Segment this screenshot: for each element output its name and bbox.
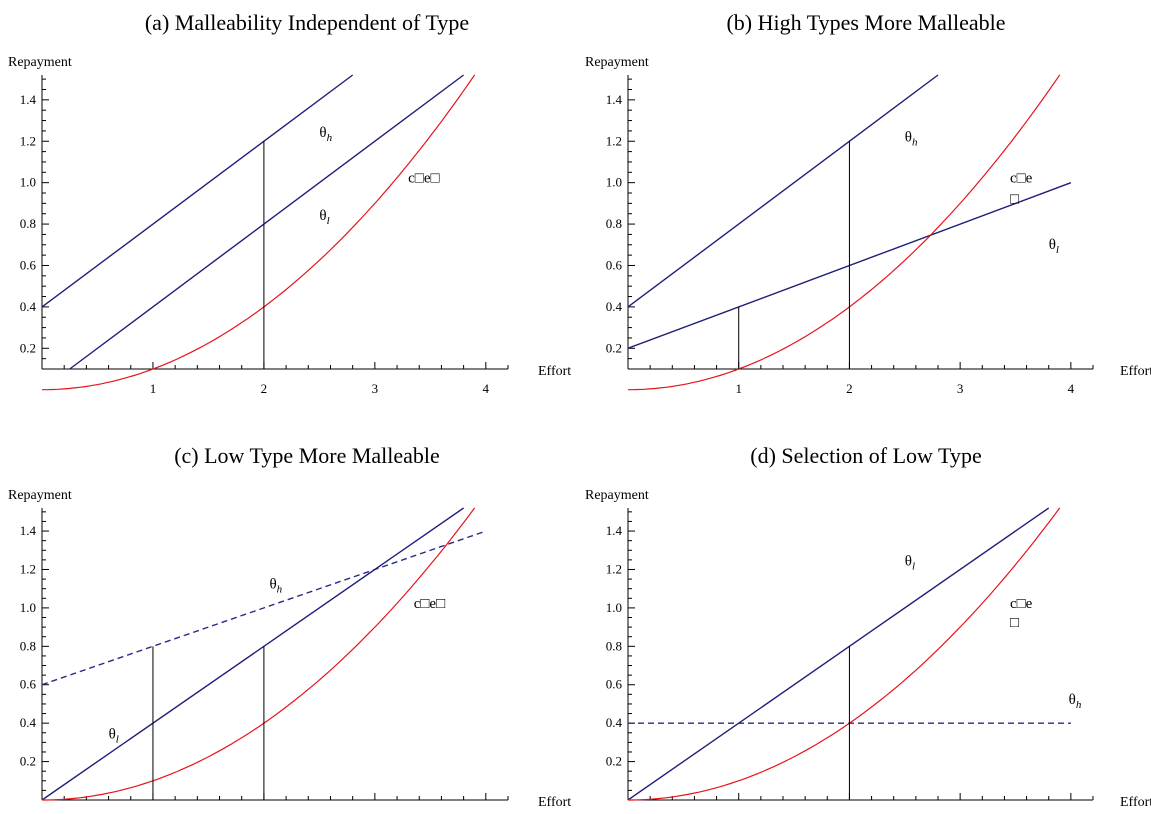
curve-label: θh (269, 577, 282, 596)
x-tick-label: 2 (846, 812, 853, 814)
x-tick-label: 4 (483, 812, 490, 814)
y-tick-label: 0.4 (606, 715, 623, 730)
y-tick-label: 0.6 (20, 677, 37, 692)
x-tick-label: 1 (735, 381, 742, 396)
y-axis-label: Repayment (8, 55, 72, 70)
y-tick-label: 0.4 (20, 299, 37, 314)
y-tick-label: 0.8 (20, 216, 36, 231)
y-tick-label: 0.4 (20, 715, 37, 730)
panel-c-plot: 1 2 3 4 0.2 0.4 0.6 0.8 1.0 1.2 1.4 Repayment Effort… (8, 488, 571, 814)
y-tick-label: 0.2 (20, 754, 36, 769)
cost-curve (628, 74, 1061, 391)
x-axis-label: Effort (538, 795, 571, 810)
y-tick-label: 1.0 (606, 600, 622, 615)
x-axis-label: Effort (1120, 795, 1151, 810)
y-tick-label: 0.2 (20, 340, 36, 355)
x-tick-label: 3 (957, 812, 964, 814)
x-tick-label: 3 (372, 812, 379, 814)
y-tick-label: 1.0 (606, 175, 622, 190)
y-tick-label: 1.2 (20, 561, 36, 576)
y-axis-label: Repayment (8, 488, 72, 503)
panel-c-title: (c) Low Type More Malleable (174, 443, 440, 468)
repayment-line (627, 507, 1050, 801)
y-axis-label: Repayment (585, 488, 649, 503)
x-tick-label: 4 (1068, 812, 1075, 814)
y-tick-label: 0.4 (606, 299, 623, 314)
x-axis-label: Effort (1120, 364, 1151, 379)
x-tick-label: 2 (261, 812, 268, 814)
x-tick-label: 4 (1068, 381, 1075, 396)
y-tick-label: 0.2 (606, 340, 622, 355)
x-tick-label: 2 (261, 381, 268, 396)
y-tick-label: 0.8 (606, 638, 622, 653)
y-tick-label: 1.2 (606, 133, 622, 148)
y-tick-label: 1.0 (20, 175, 36, 190)
curve-label: θh (319, 125, 332, 144)
curve-label: θl (1049, 237, 1059, 256)
curve-label: □ (1010, 615, 1019, 631)
repayment-line (41, 507, 464, 801)
curve-label: □ (1010, 191, 1019, 207)
y-tick-label: 0.2 (606, 754, 622, 769)
y-tick-label: 0.6 (606, 677, 623, 692)
curve-label: θh (1069, 692, 1082, 711)
curve-label: c□e (1010, 596, 1033, 612)
curve-label: c□e (1010, 171, 1033, 187)
x-tick-label: 3 (372, 381, 379, 396)
y-tick-label: 0.6 (20, 257, 37, 272)
repayment-line (627, 74, 939, 308)
repayment-line (41, 530, 487, 686)
curve-label: c□e□ (408, 171, 439, 187)
curve-label: θl (109, 727, 119, 746)
y-axis-label: Repayment (585, 55, 649, 70)
panel-a-plot: 1 2 3 4 0.2 0.4 0.6 0.8 1.0 1.2 1.4 Repayment Effort… (8, 55, 571, 396)
x-tick-label: 4 (483, 381, 490, 396)
y-tick-label: 1.4 (20, 92, 37, 107)
panel-b-plot: 1 2 3 4 0.2 0.4 0.6 0.8 1.0 1.2 1.4 Repayment Effort… (585, 55, 1151, 396)
curve-label: θh (905, 129, 918, 148)
y-tick-label: 1.4 (606, 523, 623, 538)
x-tick-label: 3 (957, 381, 964, 396)
y-tick-label: 0.8 (606, 216, 622, 231)
y-tick-label: 0.8 (20, 638, 36, 653)
y-tick-label: 0.6 (606, 257, 623, 272)
y-tick-label: 1.2 (606, 561, 622, 576)
cost-curve (42, 74, 476, 391)
x-tick-label: 1 (150, 381, 157, 396)
curve-label: c□e□ (414, 596, 445, 612)
x-axis-label: Effort (538, 364, 571, 379)
curve-label: θl (905, 554, 915, 573)
x-tick-label: 1 (735, 812, 742, 814)
x-tick-label: 1 (150, 812, 157, 814)
y-tick-label: 1.0 (20, 600, 36, 615)
panel-b-title: (b) High Types More Malleable (726, 10, 1006, 35)
y-tick-label: 1.2 (20, 133, 36, 148)
y-tick-label: 1.4 (606, 92, 623, 107)
panel-d-title: (d) Selection of Low Type (750, 443, 982, 468)
panel-d-plot: 1 2 3 4 0.2 0.4 0.6 0.8 1.0 1.2 1.4 Repayment Effort… (585, 488, 1151, 814)
curve-label: θl (319, 208, 329, 227)
cost-curve (42, 507, 476, 801)
panel-a-title: (a) Malleability Independent of Type (144, 10, 470, 35)
y-tick-label: 1.4 (20, 523, 37, 538)
x-tick-label: 2 (846, 381, 853, 396)
repayment-line (41, 74, 354, 308)
cost-curve (628, 507, 1061, 801)
repayment-line (69, 74, 465, 370)
